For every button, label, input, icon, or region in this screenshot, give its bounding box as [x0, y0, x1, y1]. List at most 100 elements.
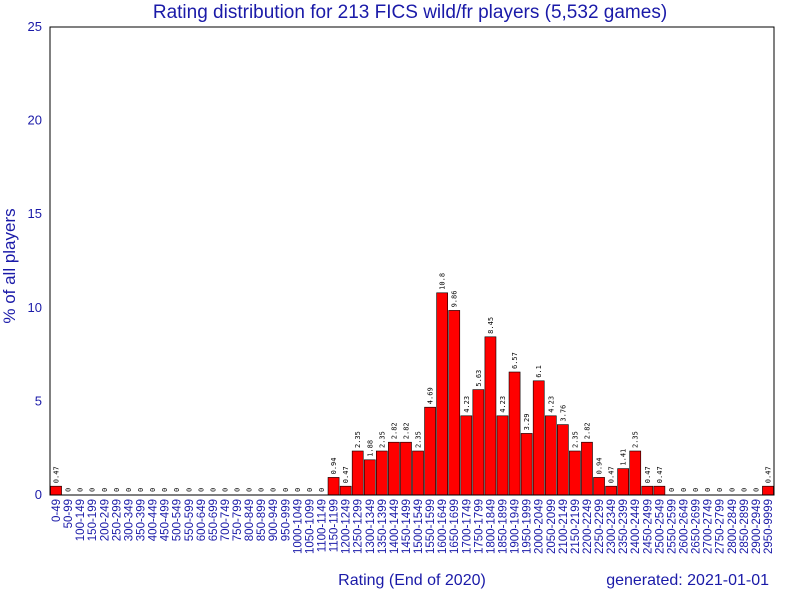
- x-tick-label: 0-49: [51, 499, 63, 522]
- bar: [581, 441, 593, 496]
- x-tick-label: 750-799: [232, 499, 244, 541]
- bar-value-label: 0: [306, 488, 314, 492]
- y-tick-label: 15: [28, 206, 42, 221]
- x-tick-label: 1250-1299: [353, 499, 365, 554]
- bar: [653, 485, 666, 496]
- bar-value-label: 0: [221, 488, 229, 492]
- bar-value-label: 2.82: [390, 422, 398, 439]
- x-tick-label: 2550-2599: [666, 499, 678, 554]
- bar-value-label: 0.94: [596, 458, 604, 475]
- bar-value-label: 0: [185, 488, 193, 492]
- bar-series: [50, 292, 774, 496]
- bar-value-label: 0.47: [608, 466, 616, 483]
- bar-value-label: 0: [113, 488, 121, 492]
- y-tick-label: 20: [28, 113, 42, 128]
- bar-value-label: 0: [680, 488, 688, 492]
- x-tick-label: 2950-9999: [763, 499, 775, 554]
- bar-value-label: 0: [668, 488, 676, 492]
- bar: [617, 468, 630, 496]
- bar-value-label: 0: [101, 488, 109, 492]
- x-axis-label: Rating (End of 2020): [338, 572, 486, 589]
- bar: [762, 485, 774, 496]
- x-tick-label: 500-549: [172, 499, 184, 541]
- x-tick-label: 1650-1699: [449, 499, 461, 554]
- x-tick-label: 1550-1599: [425, 499, 437, 554]
- x-tick-label: 300-349: [123, 499, 135, 541]
- x-tick-label: 1800-1849: [485, 499, 497, 554]
- x-tick-label: 1450-1499: [401, 499, 413, 554]
- bar-value-label: 2.35: [571, 431, 579, 448]
- x-tick-label: 2750-2799: [715, 499, 727, 554]
- bar: [375, 450, 388, 496]
- y-tick-label: 0: [35, 487, 42, 502]
- y-axis-ticks: 0 5 10 15 20 25: [28, 19, 42, 502]
- bar-value-label: 1.41: [620, 449, 628, 466]
- bar: [339, 485, 352, 496]
- x-tick-label: 700-749: [220, 499, 232, 541]
- bar-value-label: 2.82: [402, 422, 410, 439]
- bar-value-label: 0: [270, 488, 278, 492]
- bar-value-label: 0.47: [644, 466, 652, 483]
- x-tick-label: 2200-2249: [582, 499, 594, 554]
- y-tick-label: 25: [28, 19, 42, 34]
- bar: [388, 441, 400, 496]
- bar: [436, 292, 449, 496]
- bar: [484, 336, 497, 496]
- bar-value-label: 10.8: [439, 273, 447, 290]
- x-tick-label: 2300-2349: [606, 499, 618, 554]
- y-tick-label: 5: [35, 393, 42, 408]
- x-tick-label: 800-849: [244, 499, 256, 541]
- y-tick-label: 10: [28, 300, 42, 315]
- x-tick-label: 1100-1149: [317, 499, 329, 552]
- x-tick-label: 2400-2449: [630, 499, 642, 554]
- x-tick-label: 450-499: [160, 499, 172, 541]
- bar-value-label: 0: [318, 488, 326, 492]
- bar-value-label: 0.47: [342, 466, 350, 483]
- x-tick-label: 600-649: [196, 499, 208, 541]
- x-tick-label: 2700-2749: [703, 499, 715, 554]
- bar-value-label: 3.29: [523, 414, 531, 431]
- bar: [641, 485, 654, 496]
- x-tick-label: 350-399: [136, 499, 148, 541]
- bar-value-label: 2.35: [378, 431, 386, 448]
- bar: [508, 371, 521, 496]
- x-tick-label: 150-199: [87, 499, 99, 541]
- x-tick-label: 2000-2049: [534, 499, 546, 554]
- x-tick-label: 200-249: [99, 499, 111, 541]
- bar-value-label: 4.23: [547, 396, 555, 413]
- bar-value-label: 0: [752, 488, 760, 492]
- x-tick-label: 2500-2549: [654, 499, 666, 554]
- bar-value-label: 0: [197, 488, 205, 492]
- bar: [556, 424, 569, 496]
- bar-value-label: 0.47: [764, 466, 772, 483]
- bar-value-label: 2.35: [632, 431, 640, 448]
- x-tick-label: 1900-1949: [510, 499, 522, 554]
- chart-title: Rating distribution for 213 FICS wild/fr…: [153, 2, 667, 23]
- bar-value-label: 1.88: [366, 440, 374, 457]
- bar-value-label: 0: [716, 488, 724, 492]
- x-tick-label: 2850-2899: [739, 499, 751, 554]
- x-tick-label: 850-899: [256, 499, 268, 541]
- x-tick-label: 550-599: [184, 499, 196, 541]
- x-tick-label: 100-149: [75, 499, 87, 541]
- x-tick-label: 1350-1399: [377, 499, 389, 554]
- x-tick-label: 1950-1999: [522, 499, 534, 554]
- bar: [363, 459, 376, 496]
- x-tick-label: 2250-2299: [594, 499, 606, 554]
- bar-value-label: 0: [234, 488, 242, 492]
- x-tick-label: 950-999: [280, 499, 292, 541]
- x-axis-ticks: 0-49 50-99 100-149 150-199 200-249 250-299 300…: [51, 499, 775, 554]
- bar-value-label: 0: [740, 488, 748, 492]
- bar-value-label: 0.47: [656, 466, 664, 483]
- bar-value-label: 4.23: [499, 396, 507, 413]
- x-tick-label: 1400-1449: [389, 499, 401, 554]
- bar: [424, 406, 436, 496]
- x-tick-label: 1050-1099: [304, 499, 316, 554]
- bar-value-label: 0: [282, 488, 290, 492]
- bar: [496, 415, 509, 496]
- bar-value-label: 4.23: [463, 396, 471, 413]
- x-tick-label: 1000-1049: [292, 499, 304, 554]
- x-tick-label: 2350-2399: [618, 499, 630, 554]
- plot-frame: [49, 26, 775, 496]
